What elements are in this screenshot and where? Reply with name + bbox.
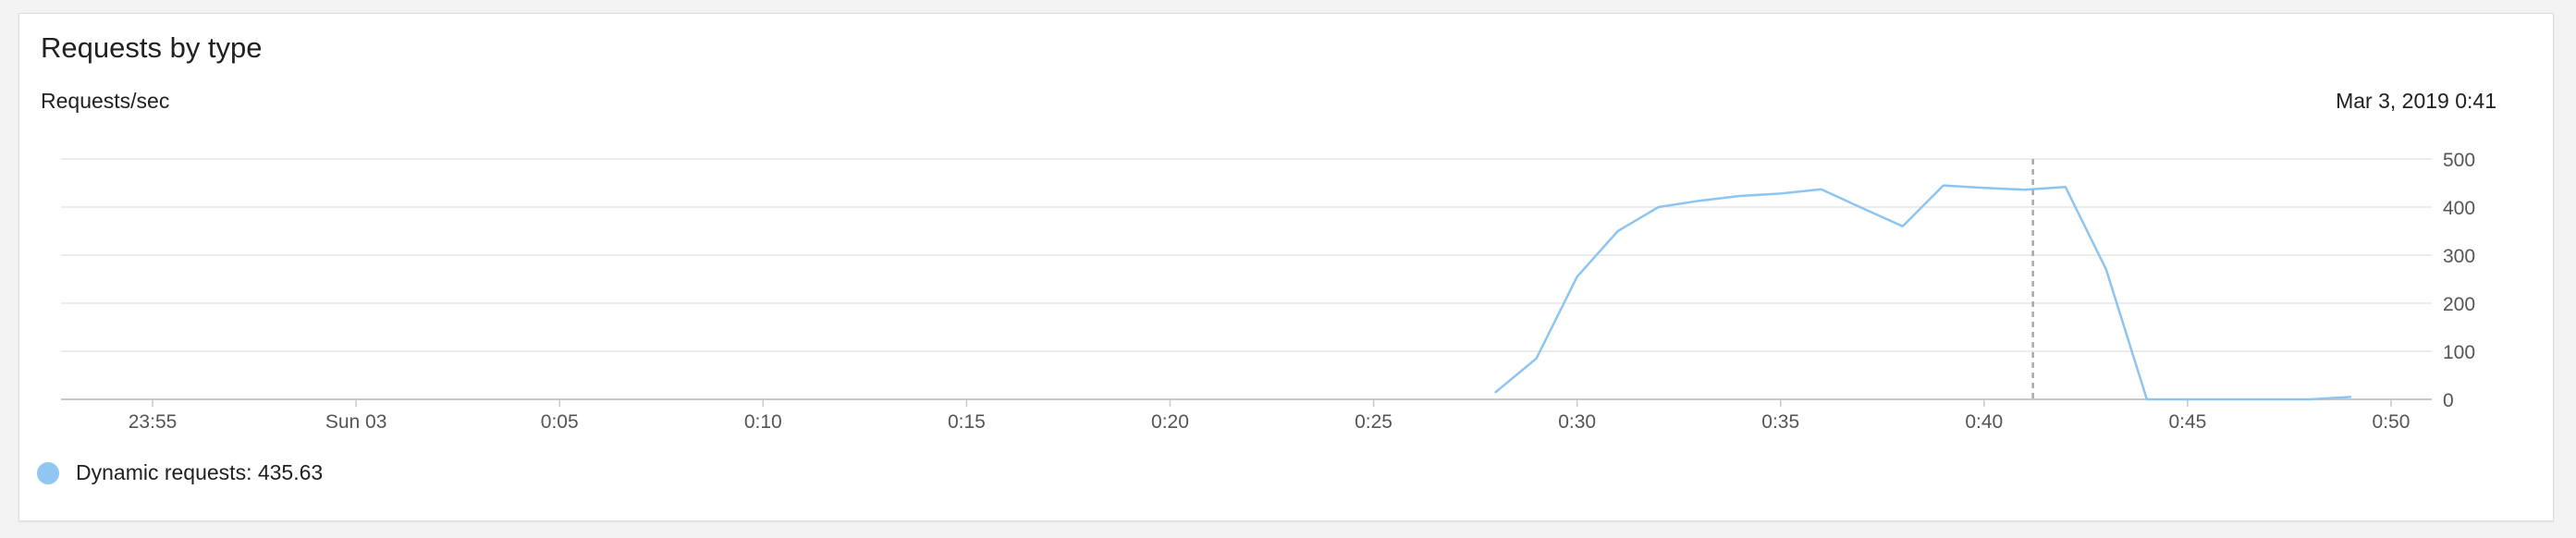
data-point-dynamic-requests (1697, 198, 1702, 203)
x-tick-label: 0:35 (1761, 411, 1799, 433)
data-point-dynamic-requests (1981, 185, 1987, 190)
y-tick-label-0: 0 (2443, 390, 2454, 411)
data-point-dynamic-requests (1575, 274, 1580, 279)
x-axis-ticks: 23:55 Sun 03 0:05 0:10 0:15 0:20 0:25 0:30 0:35 0… (129, 399, 2410, 433)
data-point-dynamic-requests (1900, 224, 1906, 229)
data-point-dynamic-requests (2226, 397, 2231, 402)
y-tick-label-200: 200 (2443, 294, 2475, 315)
data-point-dynamic-requests (1819, 187, 1824, 192)
data-point-dynamic-requests (1737, 193, 1743, 199)
hover-timestamp: Mar 3, 2019 0:41 (2336, 89, 2496, 113)
gridlines (61, 158, 2432, 400)
chart-card (18, 13, 2554, 521)
x-tick-label: 0:05 (541, 411, 579, 433)
legend-label-dynamic-requests: Dynamic requests: 435.63 (76, 460, 324, 484)
data-point-dynamic-requests (2185, 397, 2190, 402)
data-point-dynamic-requests (2144, 397, 2150, 402)
data-point-dynamic-requests (2063, 184, 2068, 190)
y-tick-label-400: 400 (2443, 198, 2475, 219)
y-tick-label-100: 100 (2443, 342, 2475, 363)
x-tick-label: 0:20 (1151, 411, 1189, 433)
y-tick-label-300: 300 (2443, 246, 2475, 267)
x-tick-label: 0:25 (1355, 411, 1392, 433)
series-layer (1493, 183, 2353, 402)
x-tick-label: 0:45 (2168, 411, 2206, 433)
series-line-dynamic-requests (1494, 184, 2352, 401)
data-point-dynamic-requests (1778, 190, 1784, 196)
data-point-dynamic-requests (1859, 205, 1865, 211)
legend[interactable]: Dynamic requests: 435.63 (37, 460, 323, 485)
y-axis-ticks: 0 100 200 300 400 500 (2443, 150, 2475, 411)
data-point-dynamic-requests (1615, 228, 1621, 234)
x-tick-label: 23:55 (129, 411, 178, 433)
data-point-dynamic-requests (1493, 389, 1499, 395)
x-tick-label: 0:10 (744, 411, 782, 433)
y-axis-unit-label: Requests/sec (41, 89, 170, 113)
data-point-dynamic-requests (2307, 397, 2312, 402)
x-tick-label: 0:15 (948, 411, 986, 433)
x-tick-label: 0:40 (1965, 411, 2003, 433)
data-point-dynamic-requests (1534, 356, 1539, 361)
chart-title: Requests by type (41, 31, 263, 64)
data-point-dynamic-requests (1656, 204, 1662, 210)
x-tick-label: 0:30 (1558, 411, 1596, 433)
data-point-dynamic-requests (2104, 267, 2109, 273)
data-point-dynamic-requests (2022, 187, 2028, 192)
data-point-dynamic-requests (2266, 397, 2272, 402)
y-tick-label-500: 500 (2443, 150, 2475, 171)
legend-swatch-dynamic-requests (37, 461, 59, 484)
data-point-dynamic-requests (2348, 394, 2353, 399)
data-point-dynamic-requests (1941, 183, 1946, 189)
x-tick-label: 0:50 (2373, 411, 2410, 433)
x-tick-label: Sun 03 (325, 411, 387, 433)
